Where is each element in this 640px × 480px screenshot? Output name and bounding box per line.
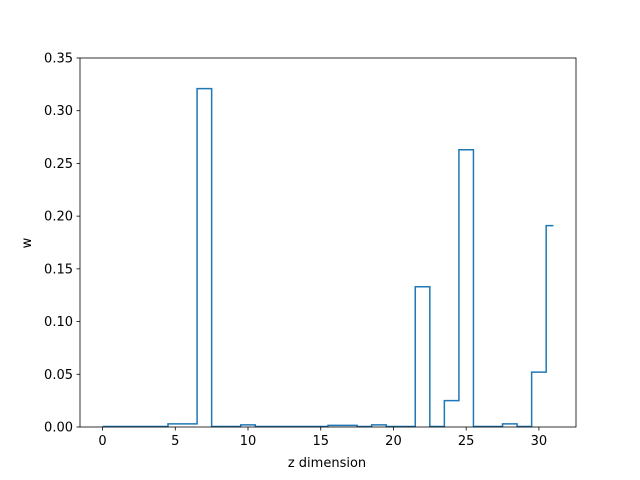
y-tick-label: 0.00 — [44, 421, 73, 436]
axes: 0 5 10 15 20 25 30 0.00 0.05 0.10 0.15 0.20 0.25 0.30… — [44, 52, 577, 449]
x-tick-label: 25 — [458, 434, 475, 449]
series-line-0 — [102, 87, 554, 428]
y-tick-label: 0.15 — [44, 262, 73, 277]
x-tick-label: 15 — [312, 434, 329, 449]
x-tick-label: 20 — [385, 434, 402, 449]
x-axis-label: z dimension — [288, 456, 366, 471]
plot-frame — [79, 57, 577, 428]
y-tick-label: 0.20 — [44, 210, 73, 225]
y-tick-label: 0.25 — [44, 157, 73, 172]
plot-area — [102, 87, 554, 428]
y-tick-label: 0.30 — [44, 104, 73, 119]
y-tick-label: 0.10 — [44, 315, 73, 330]
y-axis-label: w — [20, 237, 35, 248]
y-tick-label: 0.05 — [44, 368, 73, 383]
y-tick-label: 0.35 — [44, 52, 73, 67]
x-tick-label: 0 — [98, 434, 106, 449]
x-tick-label: 5 — [171, 434, 179, 449]
x-tick-label: 30 — [531, 434, 548, 449]
x-tick-label: 10 — [240, 434, 257, 449]
